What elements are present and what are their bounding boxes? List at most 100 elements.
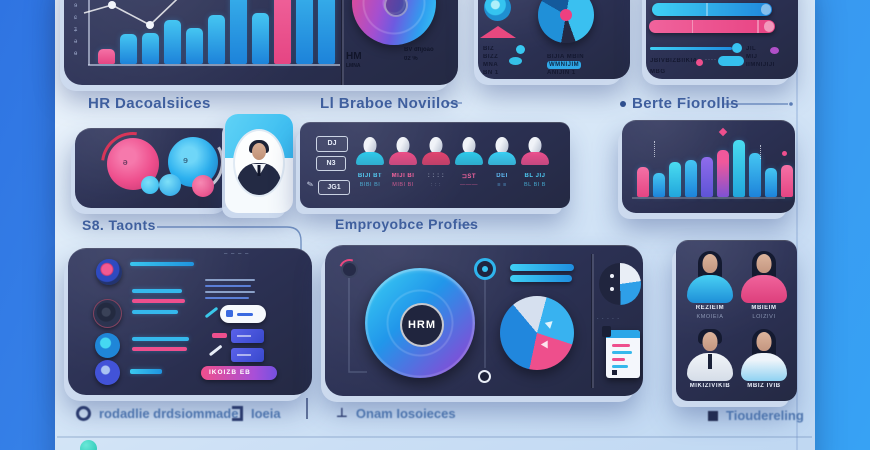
text-line: ɵ (74, 51, 78, 57)
list-icon: Ll (320, 95, 335, 112)
employee-avatar[interactable]: ⊐ST ——— (454, 137, 484, 199)
marker-dotline (760, 145, 761, 159)
gauges-panel: ə ɘ (75, 128, 235, 208)
avatar-body (455, 152, 483, 165)
progress-bar-blue[interactable] (652, 3, 772, 16)
employee-avatar[interactable]: DEI ≡ ≡ (487, 137, 517, 199)
text-line: BN 1 (483, 70, 499, 76)
action-button-2[interactable] (231, 348, 264, 362)
ring-icon (76, 406, 91, 421)
marker-dot (782, 151, 787, 156)
avatar-label-2: ≡ ≡ (497, 182, 507, 188)
footer-item-2[interactable]: Ioeia (232, 406, 281, 421)
section-title-employees: Emproyobce Profies (335, 216, 479, 232)
text-line: BIZ (483, 46, 495, 52)
analytics-panel: ʒɘɕʑəɵ HM LMNA BV dfijoao 02 % (64, 0, 458, 85)
slider-track[interactable] (650, 47, 732, 50)
pink-mini-bar (212, 333, 227, 338)
list-line (132, 310, 178, 314)
progress-sublabel: MBG (650, 69, 666, 75)
person-figure[interactable]: REZIEIM KMOIEIA (684, 251, 736, 327)
panel-divider (342, 0, 344, 85)
progress-bar-pink[interactable] (649, 20, 775, 33)
avatar-label-2: : : : (430, 182, 442, 188)
pen-icon[interactable] (208, 344, 223, 356)
circle-stat-icon (484, 0, 511, 21)
document-icon[interactable] (602, 326, 640, 378)
triangle-icon (480, 26, 516, 38)
chart-baseline (632, 197, 785, 199)
status-icon-cyan[interactable] (95, 333, 120, 358)
dotted-leader: ···· (705, 57, 717, 63)
person-subtitle: KMOIEIA (696, 314, 724, 320)
status-icon-dark[interactable] (93, 299, 122, 328)
square-icon (708, 410, 718, 421)
bar (142, 33, 159, 64)
action-button-1[interactable] (231, 329, 264, 343)
employee-avatar[interactable]: MIJI BI MIBI BI (388, 137, 418, 199)
person-figure[interactable]: MBIZ IVIB (738, 329, 790, 401)
person-figure[interactable]: MBIEIM LOIZIVI (738, 251, 790, 327)
list-line (130, 369, 162, 374)
employee-id-card[interactable] (225, 114, 293, 213)
slider-thumb[interactable] (732, 43, 742, 53)
footer-item-4[interactable]: Tioudereling (708, 408, 804, 423)
person-name: MBIEIM (751, 305, 777, 311)
text-line: WMNIJIM (547, 61, 582, 69)
list-line (132, 347, 187, 351)
primary-cta-pill[interactable]: IKOIZB EB (201, 366, 277, 380)
footer-item-1[interactable]: rodadlie drdsiommade (76, 406, 238, 421)
bar (208, 15, 225, 64)
pink-dot (696, 59, 703, 66)
donut-side-label: BV dfijoao (404, 47, 434, 53)
footer-item-3[interactable]: ⊥ Onam Iosoieces (336, 406, 456, 421)
card-right-edge (796, 0, 798, 450)
badge-jg[interactable]: JG1 (318, 180, 350, 195)
text-line: MNA (483, 62, 499, 68)
checkbox-icon[interactable] (226, 310, 233, 317)
avatar-head (429, 137, 443, 154)
bar-chart (64, 0, 404, 64)
y-axis (88, 0, 90, 65)
section-title-teams: S8. Taonts (82, 217, 156, 233)
text-line: ɕ (74, 15, 77, 21)
person-face (756, 254, 772, 273)
status-icon-pink[interactable] (96, 259, 122, 285)
avatar-body (356, 152, 384, 165)
mini-list-line (205, 279, 255, 281)
team-settings-panel: – – – – IKOIZB EB (68, 248, 312, 395)
progress-label: JBIVBIZBIIKIA (650, 58, 698, 64)
y-axis-ticks: ʒɘɕʑəɵ (74, 0, 77, 60)
person-figure[interactable]: MIKIZIVIKIB (684, 329, 736, 401)
teal-status-dot (80, 440, 97, 450)
gauge-glyph: ə (122, 156, 128, 167)
bar (765, 168, 777, 197)
status-icon-indigo[interactable] (95, 360, 120, 385)
toggle-pill[interactable] (718, 56, 744, 66)
employee-avatar[interactable]: BIJI BT BIBI BI (355, 137, 385, 199)
bracket-icon (232, 406, 243, 421)
badge-n3[interactable]: N3 (316, 156, 346, 171)
bar (296, 0, 313, 64)
employee-avatar[interactable]: BL JIJ BL BI B (520, 137, 550, 199)
bar (252, 13, 269, 64)
department-chart-panel (622, 120, 795, 213)
bar (749, 153, 761, 197)
panel-divider (592, 254, 594, 388)
person-subtitle: LOIZIVI (752, 314, 776, 320)
text-line: IIMNIJIJI (746, 62, 775, 68)
bar (733, 140, 745, 197)
profiles-strip-panel: DJ N3 ✎ JG1 BIJI BT BIBI BI MIJI BI MIBI BI… (300, 122, 570, 208)
employee-avatar[interactable]: : : : :: : : (421, 137, 451, 199)
avatar-face (252, 143, 266, 160)
badge-dj[interactable]: DJ (316, 136, 348, 152)
avatar-label-1: ⊐ST (461, 174, 477, 180)
footer-label: rodadlie drdsiommade (99, 406, 239, 421)
donut-sublabel: LMNA (346, 63, 361, 69)
bar (781, 165, 793, 197)
pencil-icon[interactable] (204, 306, 219, 319)
mini-list-line (205, 285, 251, 287)
input-pill[interactable] (220, 305, 266, 323)
avatar-frame (233, 129, 285, 197)
text-line: ɘ (74, 3, 78, 9)
